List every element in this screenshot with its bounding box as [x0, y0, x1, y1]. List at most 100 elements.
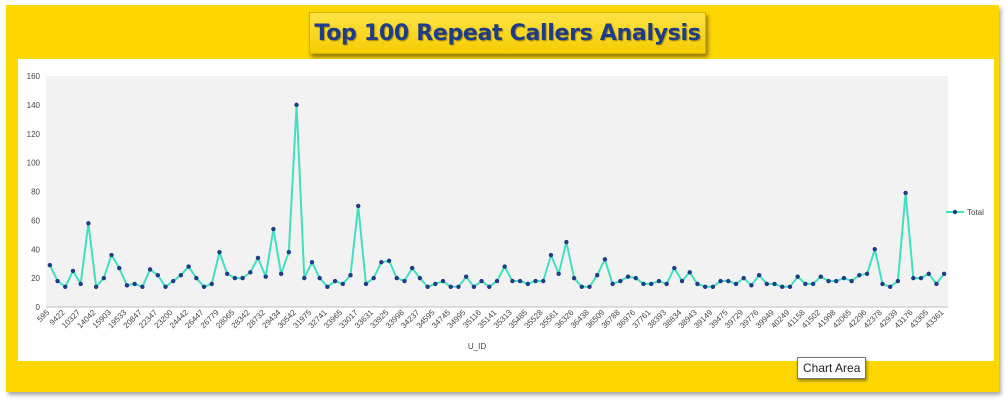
data-point[interactable] — [171, 278, 176, 284]
data-point[interactable] — [749, 283, 754, 288]
data-point[interactable] — [810, 281, 816, 287]
data-point[interactable] — [880, 281, 885, 287]
data-point[interactable] — [463, 274, 469, 279]
data-point[interactable] — [209, 281, 214, 287]
data-point[interactable] — [494, 278, 500, 284]
data-point[interactable] — [510, 278, 515, 284]
data-point[interactable] — [834, 278, 839, 284]
data-point[interactable] — [648, 281, 654, 287]
data-point[interactable] — [348, 273, 353, 278]
data-point[interactable] — [525, 281, 531, 287]
data-point[interactable] — [379, 260, 384, 265]
data-point[interactable] — [818, 274, 823, 279]
data-point[interactable] — [625, 274, 631, 279]
data-point[interactable] — [456, 284, 461, 289]
data-point[interactable] — [248, 270, 253, 275]
data-point[interactable] — [741, 275, 746, 281]
data-point[interactable] — [918, 275, 924, 281]
data-point[interactable] — [294, 102, 299, 108]
data-point[interactable] — [548, 252, 554, 258]
data-point[interactable] — [795, 274, 800, 279]
data-point[interactable] — [124, 283, 130, 288]
data-point[interactable] — [255, 255, 261, 261]
data-point[interactable] — [471, 284, 477, 289]
data-point[interactable] — [787, 284, 793, 289]
data-point[interactable] — [70, 268, 76, 274]
data-point[interactable] — [887, 284, 893, 289]
data-point[interactable] — [602, 257, 608, 262]
data-point[interactable] — [849, 278, 854, 284]
data-point[interactable] — [610, 281, 615, 287]
data-point[interactable] — [633, 275, 638, 281]
data-point[interactable] — [417, 275, 423, 281]
data-point[interactable] — [425, 284, 430, 289]
data-point[interactable] — [841, 275, 847, 281]
data-point[interactable] — [109, 252, 114, 258]
data-point[interactable] — [533, 278, 538, 284]
data-point[interactable] — [140, 284, 145, 289]
data-point[interactable] — [733, 281, 739, 287]
data-point[interactable] — [687, 270, 692, 275]
data-point[interactable] — [872, 247, 877, 252]
data-point[interactable] — [194, 275, 199, 281]
data-point[interactable] — [672, 265, 677, 271]
data-point[interactable] — [803, 281, 808, 287]
data-point[interactable] — [772, 281, 777, 287]
data-point[interactable] — [641, 281, 646, 287]
data-point[interactable] — [679, 278, 685, 284]
data-point[interactable] — [263, 274, 268, 279]
data-point[interactable] — [448, 284, 453, 289]
data-point[interactable] — [780, 284, 785, 289]
data-point[interactable] — [903, 190, 908, 196]
data-point[interactable] — [541, 278, 546, 284]
data-point[interactable] — [571, 275, 577, 281]
data-point[interactable] — [857, 273, 862, 278]
data-point[interactable] — [487, 284, 492, 289]
data-point[interactable] — [718, 278, 723, 284]
data-point[interactable] — [63, 284, 68, 289]
data-point[interactable] — [656, 278, 662, 284]
data-point[interactable] — [618, 278, 623, 284]
data-point[interactable] — [911, 275, 916, 281]
line-chart[interactable]: 0204060801001201401605959422103271404215… — [18, 59, 994, 361]
data-point[interactable] — [517, 278, 523, 284]
data-point[interactable] — [756, 273, 762, 278]
data-point[interactable] — [86, 221, 91, 226]
data-point[interactable] — [726, 278, 731, 284]
data-point[interactable] — [587, 284, 592, 289]
data-point[interactable] — [232, 275, 238, 281]
data-point[interactable] — [895, 278, 901, 284]
data-point[interactable] — [695, 281, 700, 287]
data-point[interactable] — [332, 278, 338, 284]
data-point[interactable] — [702, 284, 708, 289]
data-point[interactable] — [163, 284, 168, 289]
data-point[interactable] — [440, 278, 446, 284]
data-point[interactable] — [278, 271, 284, 276]
data-point[interactable] — [224, 271, 230, 276]
data-point[interactable] — [155, 273, 160, 278]
data-point[interactable] — [710, 284, 716, 289]
data-point[interactable] — [78, 281, 83, 287]
data-point[interactable] — [271, 226, 276, 232]
data-point[interactable] — [93, 284, 99, 289]
data-point[interactable] — [926, 271, 931, 276]
data-point[interactable] — [371, 275, 376, 281]
data-point[interactable] — [201, 284, 207, 289]
data-point[interactable] — [286, 249, 292, 255]
data-point[interactable] — [664, 281, 669, 287]
data-point[interactable] — [317, 275, 322, 281]
data-point[interactable] — [47, 262, 53, 268]
data-point[interactable] — [479, 278, 484, 284]
data-point[interactable] — [240, 275, 245, 281]
data-point[interactable] — [340, 281, 346, 287]
chart-area[interactable]: 0 20 40 60 80 100 120 140 160 595 9422 10327 14042 15… — [18, 59, 994, 361]
data-point[interactable] — [394, 275, 399, 281]
data-point[interactable] — [564, 239, 569, 245]
data-point[interactable] — [217, 249, 222, 255]
data-point[interactable] — [595, 273, 600, 278]
data-point[interactable] — [55, 278, 60, 284]
data-point[interactable] — [309, 260, 315, 265]
data-point[interactable] — [386, 258, 392, 263]
data-point[interactable] — [579, 284, 585, 289]
data-point[interactable] — [402, 278, 407, 284]
